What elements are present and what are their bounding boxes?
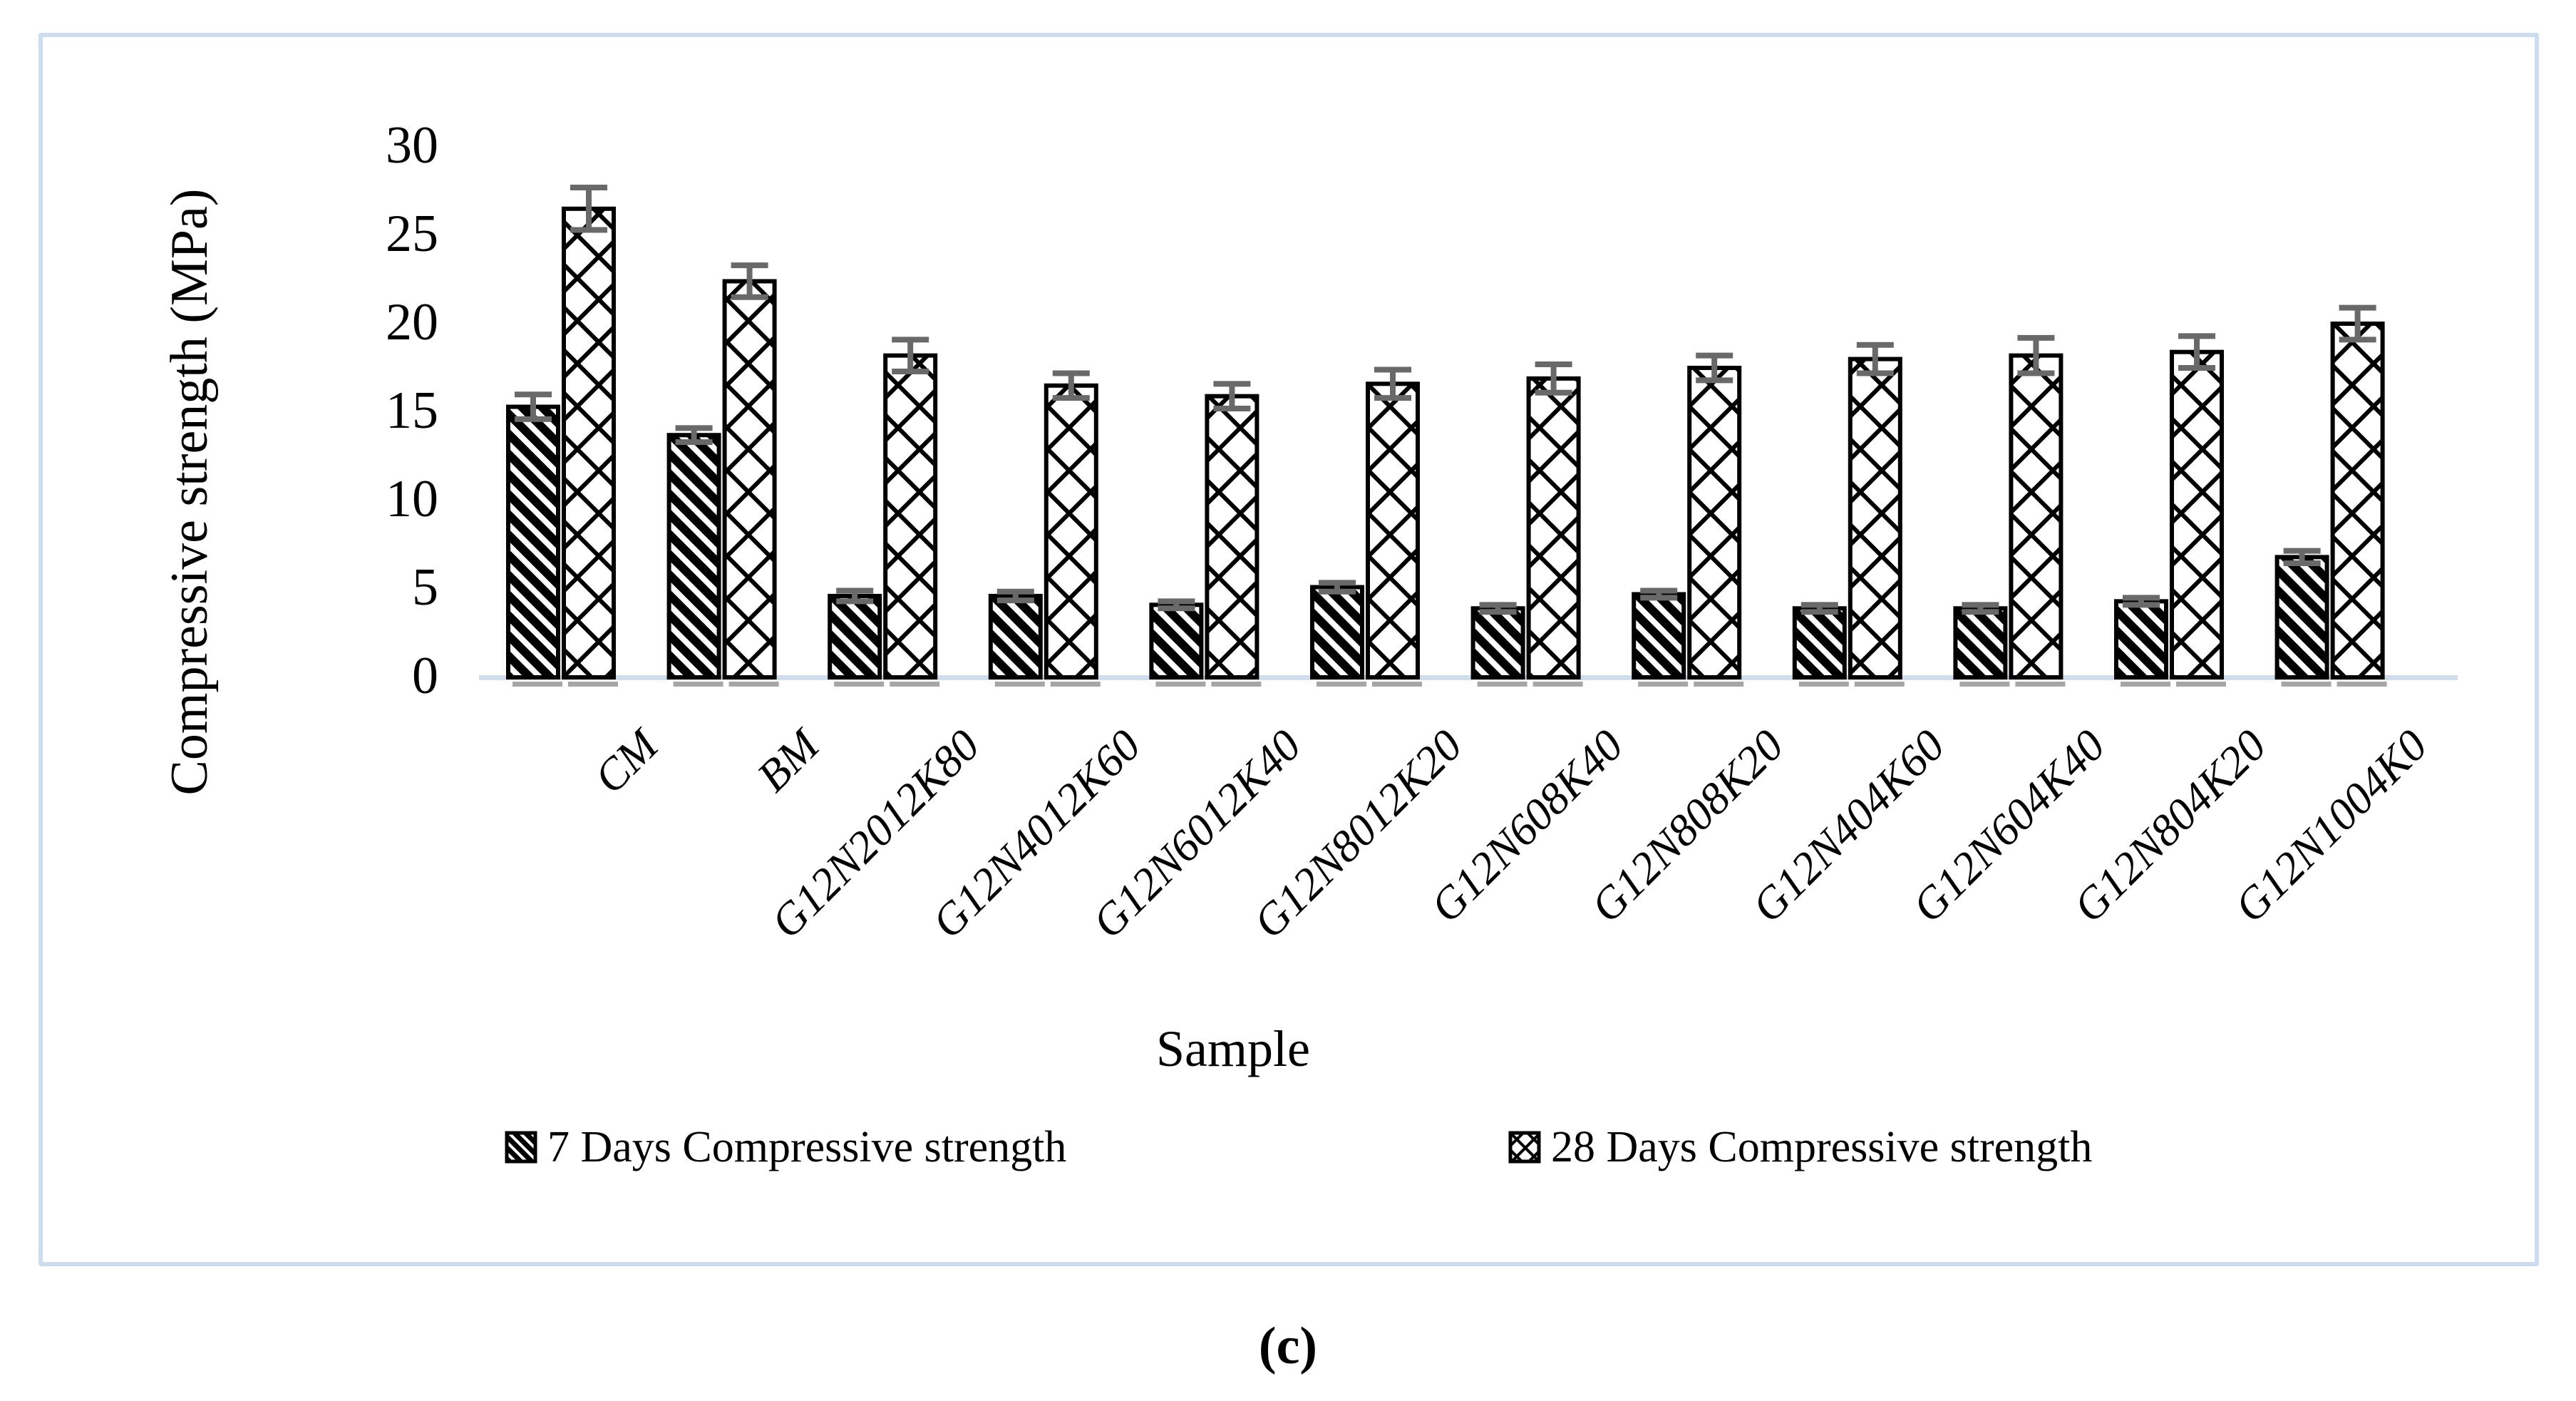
error-bar xyxy=(2283,548,2321,567)
bar-shadow xyxy=(834,682,885,687)
error-bar xyxy=(675,425,713,446)
y-tick-label-0: 0 xyxy=(412,647,438,705)
bar-28d-CM xyxy=(562,206,616,679)
bar-shadow xyxy=(1798,682,1849,687)
bar-7d-G12N4012K60 xyxy=(988,593,1043,679)
error-bar xyxy=(1319,580,1356,595)
bar-7d-G12N808K20 xyxy=(1632,592,1686,679)
bar-shadow xyxy=(2176,682,2226,687)
error-bar xyxy=(1800,602,1838,615)
y-tick-label-20: 20 xyxy=(386,293,438,351)
bar-7d-BM xyxy=(666,433,721,679)
bar-shadow xyxy=(728,682,779,687)
legend-swatch-diamond-crosshatch-icon xyxy=(1508,1131,1541,1164)
y-axis-title: Compressive strength (MPa) xyxy=(160,188,219,796)
bar-shadow xyxy=(1372,682,1422,687)
y-tick-label-25: 25 xyxy=(386,205,438,263)
bar-7d-G12N604K40 xyxy=(1953,606,2008,680)
bar-7d-G12N608K40 xyxy=(1470,606,1525,680)
error-bar xyxy=(1052,370,1090,401)
legend-swatch-diagonal-stripes-icon xyxy=(505,1131,537,1164)
error-bar xyxy=(515,391,552,422)
bar-28d-G12N808K20 xyxy=(1687,366,1742,679)
bar-shadow xyxy=(1155,682,1206,687)
error-bar xyxy=(1535,361,1572,396)
error-bar xyxy=(1158,598,1195,612)
bar-shadow xyxy=(1638,682,1689,687)
error-bar xyxy=(2339,304,2376,343)
bar-shadow xyxy=(1532,682,1583,687)
error-bar xyxy=(1479,602,1517,615)
bar-shadow xyxy=(890,682,940,687)
bar-shadow xyxy=(1959,682,2010,687)
bar-7d-CM xyxy=(506,404,560,679)
error-bar xyxy=(1213,381,1251,412)
bar-shadow xyxy=(673,682,723,687)
bar-shadow xyxy=(1317,682,1366,687)
bars-layer xyxy=(506,206,2385,680)
y-tick-label-5: 5 xyxy=(412,558,438,617)
bar-28d-G12N8012K20 xyxy=(1366,381,1420,679)
bar-shadow xyxy=(1050,682,1101,687)
bar-shadow xyxy=(568,682,618,687)
bar-28d-G12N604K40 xyxy=(2009,353,2064,679)
legend-item-7-days: 7 Days Compressive strength xyxy=(505,1124,1066,1171)
bar-7d-G12N404K60 xyxy=(1792,606,1847,680)
bar-28d-G12N804K20 xyxy=(2170,349,2224,679)
bar-7d-G12N8012K20 xyxy=(1310,585,1364,680)
error-bar xyxy=(836,587,874,605)
bar-28d-G12N4012K60 xyxy=(1044,383,1098,679)
bar-7d-G12N2012K80 xyxy=(828,593,882,679)
bar-shadow xyxy=(2337,682,2387,687)
error-bar xyxy=(1696,352,1733,384)
error-bar xyxy=(996,588,1034,604)
bar-7d-G12N1004K0 xyxy=(2274,555,2329,679)
legend-label-7-days: 7 Days Compressive strength xyxy=(547,1123,1067,1171)
bar-7d-G12N6012K40 xyxy=(1149,602,1204,680)
error-bar xyxy=(570,185,607,233)
bar-shadow xyxy=(2015,682,2066,687)
bar-28d-G12N608K40 xyxy=(1526,376,1581,679)
bar-shadow xyxy=(1477,682,1527,687)
y-tick-label-30: 30 xyxy=(386,116,438,175)
x-axis-title: Sample xyxy=(1156,1020,1310,1077)
bar-shadows xyxy=(512,682,2387,687)
error-bar xyxy=(2017,334,2055,376)
bar-shadow xyxy=(2121,682,2170,687)
bar-7d-G12N804K20 xyxy=(2114,599,2168,679)
error-bar xyxy=(731,262,768,300)
y-tick-label-10: 10 xyxy=(386,470,438,528)
bar-shadow xyxy=(1211,682,1262,687)
x-axis-line xyxy=(479,675,2458,680)
bar-28d-G12N1004K0 xyxy=(2330,322,2385,679)
x-axis-line-segment xyxy=(479,675,2458,680)
bar-28d-G12N404K60 xyxy=(1848,356,1902,679)
bar-shadow xyxy=(2281,682,2332,687)
y-tick-label-15: 15 xyxy=(386,381,438,440)
error-bar xyxy=(2123,595,2160,608)
bar-28d-G12N2012K80 xyxy=(883,353,938,679)
bar-shadow xyxy=(1854,682,1905,687)
legend-item-28-days: 28 Days Compressive strength xyxy=(1508,1124,2092,1171)
error-bar xyxy=(2178,333,2215,371)
legend-label-28-days: 28 Days Compressive strength xyxy=(1551,1123,2093,1171)
error-bar xyxy=(1856,342,1894,376)
error-bar xyxy=(892,337,929,374)
bar-shadow xyxy=(1694,682,1744,687)
error-bar xyxy=(1640,587,1678,601)
bar-shadow xyxy=(994,682,1045,687)
figure-caption: (c) xyxy=(1258,1317,1318,1375)
bar-shadow xyxy=(512,682,562,687)
bar-28d-G12N6012K40 xyxy=(1205,394,1259,679)
bar-28d-BM xyxy=(722,279,777,680)
error-bar xyxy=(1962,602,1999,615)
error-bar xyxy=(1374,366,1411,401)
figure-border xyxy=(38,33,2539,1266)
error-bars-layer xyxy=(515,185,2376,615)
